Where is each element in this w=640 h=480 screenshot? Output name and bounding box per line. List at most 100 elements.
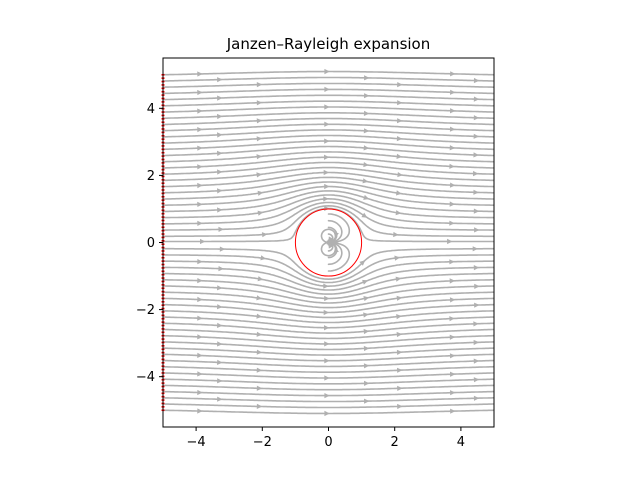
streamline-arrow (324, 154, 330, 160)
streamline-arrow (450, 108, 456, 114)
streamline-arrow (256, 118, 263, 124)
streamline-arrow (472, 246, 479, 252)
streamline-7 (163, 365, 494, 373)
streamline-arrow (363, 312, 369, 318)
streamline-arrow (324, 393, 330, 399)
streamline-10 (163, 347, 494, 356)
streamline-52 (163, 82, 494, 88)
streamline-arrow (197, 371, 203, 377)
streamline-arrow (257, 190, 264, 196)
streamline-arrow (396, 314, 402, 320)
streamline-arrow (363, 145, 370, 151)
streamline-arrow (260, 255, 267, 261)
streamline-arrow (217, 341, 223, 347)
streamline-18 (163, 297, 494, 314)
streamline-arrow (473, 208, 480, 214)
streamline-arrow (473, 96, 480, 102)
streamline-arrow (217, 207, 223, 213)
streamline-49 (163, 100, 494, 107)
streamline-arrow (396, 153, 403, 159)
streamline-arrow (197, 201, 203, 207)
streamline-arrow (473, 115, 480, 121)
streamline-arrow (363, 328, 370, 335)
streamline-arrow (473, 395, 480, 401)
x-tick-label: −2 (253, 435, 272, 450)
streamline-16 (163, 310, 494, 324)
streamline-arrow (217, 113, 223, 120)
streamline-arrow (219, 246, 226, 252)
streamline-arrow (333, 247, 339, 253)
streamline-arrow (197, 278, 203, 284)
streamline-arrow (256, 367, 263, 373)
streamline-arrow (217, 95, 223, 101)
streamline-arrow (473, 377, 480, 383)
streamline-arrow (450, 71, 456, 77)
streamline-arrow (256, 313, 263, 319)
streamline-31 (163, 194, 494, 219)
streamline-arrow (359, 260, 366, 266)
streamline-arrow (217, 150, 223, 156)
streamline-arrow (218, 226, 224, 232)
streamline-arrow (217, 396, 223, 402)
y-tick-label: −4 (136, 370, 155, 385)
streamline-arrow (474, 227, 480, 233)
streamline-arrow (256, 403, 263, 409)
streamline-arrow (396, 295, 403, 301)
x-tick-label: −4 (187, 435, 206, 450)
streamline-arrow (473, 133, 480, 139)
streamline-arrow (324, 104, 330, 110)
streamline-arrow (449, 259, 455, 265)
streamline-arrow (396, 190, 402, 196)
streamline-1 (163, 403, 494, 409)
streamline-arrow (256, 349, 263, 355)
streamline-arrow (449, 278, 456, 284)
y-tick-label: 2 (147, 169, 155, 184)
streamline-arrow (197, 259, 203, 265)
streamline-arrow (197, 408, 203, 414)
streamline-arrow (450, 89, 456, 95)
streamline-arrow (197, 108, 203, 114)
streamline-arrow (256, 331, 263, 337)
streamline-arrow (256, 136, 263, 142)
streamline-arrow (257, 276, 264, 282)
streamline-arrow (397, 100, 403, 106)
streamline-arrow (397, 118, 403, 124)
streamline-arrow (473, 189, 479, 195)
streamline-arrow (397, 82, 403, 88)
streamline-arrow (323, 309, 330, 316)
x-tick-label: 0 (324, 435, 332, 450)
streamline-40 (163, 151, 494, 163)
streamline-arrow (197, 389, 203, 396)
cylinder-circle (294, 208, 363, 277)
streamline-4 (163, 384, 494, 391)
streamline-arrow (324, 375, 330, 381)
streamline-arrow (450, 371, 456, 377)
streamline-arrow (324, 358, 330, 364)
streamline-arrow (362, 178, 369, 184)
streamline-arrow (396, 136, 403, 142)
streamline-arrow (217, 285, 223, 291)
streamline-arrow (197, 182, 203, 189)
streamline-arrow (323, 169, 330, 176)
streamline-arrow (449, 201, 456, 207)
streamline-arrow (363, 162, 369, 168)
streamline-arrow (197, 127, 203, 133)
streamline-arrow (397, 367, 403, 373)
streamline-arrow (197, 164, 203, 170)
streamline-12 (163, 334, 494, 345)
streamline-arrow (256, 82, 263, 88)
streamline-arrow (397, 385, 403, 391)
streamline-arrow (473, 152, 479, 158)
streamline-arrow (363, 363, 370, 369)
streamline-arrow (473, 77, 480, 84)
streamline-50 (163, 94, 494, 101)
streamline-arrow (449, 163, 455, 169)
streamline-arrow (323, 196, 329, 202)
streamline-arrow (324, 325, 330, 331)
streamline-5 (163, 378, 494, 385)
streamline-arrow (324, 121, 330, 127)
streamline-arrow (197, 315, 203, 321)
streamline-arrow (261, 232, 268, 238)
streamline-arrow (363, 110, 370, 116)
